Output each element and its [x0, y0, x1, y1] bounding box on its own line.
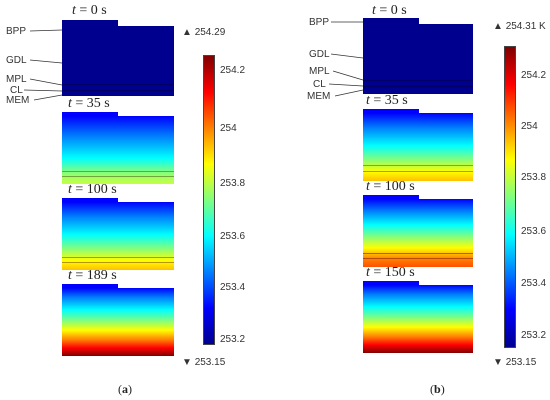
layer-line	[62, 262, 174, 263]
layer-label-gdl: GDL	[6, 55, 27, 66]
layer-label-bpp: BPP	[6, 26, 27, 37]
plot-body	[62, 288, 174, 356]
min-value-label-a: ▼ 253.15	[182, 357, 226, 368]
tick-label-b: 253.8	[521, 172, 547, 183]
layer-line	[62, 84, 174, 85]
leader-lines-a	[23, 29, 63, 101]
layer-label-bpp: BPP	[309, 17, 330, 28]
tick-label-a: 254	[220, 123, 237, 134]
layer-line	[363, 80, 473, 81]
triangle-up-icon: ▲	[182, 27, 192, 38]
caption-b: (b)	[430, 382, 445, 396]
layer-line	[363, 86, 473, 87]
time-label-a-2: t = 100 s	[68, 182, 117, 197]
max-value-label-a: ▲ 254.29	[182, 27, 226, 38]
plot-body	[62, 202, 174, 270]
channel-rib	[62, 198, 118, 203]
plot-body	[363, 285, 473, 353]
tick-label-a: 254.2	[220, 65, 246, 76]
colorbar-b	[504, 46, 516, 348]
caption-a: (a)	[118, 382, 132, 396]
layer-label-gdl: GDL	[309, 49, 330, 60]
layer-line	[363, 165, 473, 166]
layer-label-cl: CL	[10, 85, 23, 96]
channel-rib	[363, 281, 419, 286]
contour-plot-a-0	[62, 20, 174, 96]
channel-rib	[363, 109, 419, 114]
contour-plot-b-2	[363, 195, 473, 267]
plot-body	[62, 116, 174, 184]
tick-label-b: 253.2	[521, 330, 547, 341]
tick-label-a: 253.8	[220, 178, 246, 189]
contour-plot-a-2	[62, 198, 174, 270]
plot-body	[363, 113, 473, 181]
layer-label-cl: CL	[313, 79, 326, 90]
panel-a: t = 0 s BPP GDL MPL CL MEM t = 35 s t = …	[6, 3, 246, 396]
contour-plot-b-1	[363, 109, 473, 181]
layer-line	[62, 176, 174, 177]
layer-label-mpl: MPL	[6, 74, 27, 85]
tick-label-a: 253.2	[220, 334, 246, 345]
panel-b: t = 0 s BPP GDL MPL CL MEM t = 35 s t = …	[275, 0, 550, 400]
max-value-label-b: ▲ 254.31 K	[493, 21, 546, 32]
triangle-up-icon: ▲	[493, 21, 503, 32]
layer-line	[62, 90, 174, 91]
leader-lines-b	[328, 21, 364, 97]
channel-rib	[62, 284, 118, 289]
tick-label-a: 253.6	[220, 231, 246, 242]
layer-line	[363, 253, 473, 254]
triangle-down-icon: ▼	[182, 357, 192, 368]
contour-plot-b-0	[363, 18, 473, 94]
tick-label-b: 253.6	[521, 226, 547, 237]
tick-label-b: 254.2	[521, 70, 547, 81]
time-label-b-3: t = 150 s	[366, 265, 415, 280]
time-label-b-0: t = 0 s	[372, 3, 407, 18]
channel-rib	[62, 112, 118, 117]
tick-label-b: 254	[521, 121, 538, 132]
time-label-a-3: t = 189 s	[68, 268, 117, 283]
contour-plot-a-1	[62, 112, 174, 184]
channel-rib	[363, 195, 419, 200]
plot-body	[363, 199, 473, 267]
time-label-b-1: t = 35 s	[366, 93, 408, 108]
colorbar-a	[203, 55, 215, 345]
contour-plot-b-3	[363, 281, 473, 353]
layer-label-mpl: MPL	[309, 66, 330, 77]
layer-line	[62, 257, 174, 258]
min-value-label-b: ▼ 253.15	[493, 357, 537, 368]
layer-label-mem: MEM	[6, 95, 30, 106]
channel-rib	[62, 20, 118, 27]
tick-label-a: 253.4	[220, 282, 246, 293]
tick-label-b: 253.4	[521, 278, 547, 289]
time-label-a-0: t = 0 s	[72, 3, 107, 18]
layer-line	[62, 171, 174, 172]
channel-rib	[363, 18, 419, 25]
triangle-down-icon: ▼	[493, 357, 503, 368]
layer-label-mem: MEM	[307, 91, 331, 102]
layer-line	[363, 171, 473, 172]
layer-line	[363, 258, 473, 259]
plot-body	[363, 24, 473, 94]
time-label-b-2: t = 100 s	[366, 179, 415, 194]
contour-plot-a-3	[62, 284, 174, 356]
time-label-a-1: t = 35 s	[68, 96, 110, 111]
